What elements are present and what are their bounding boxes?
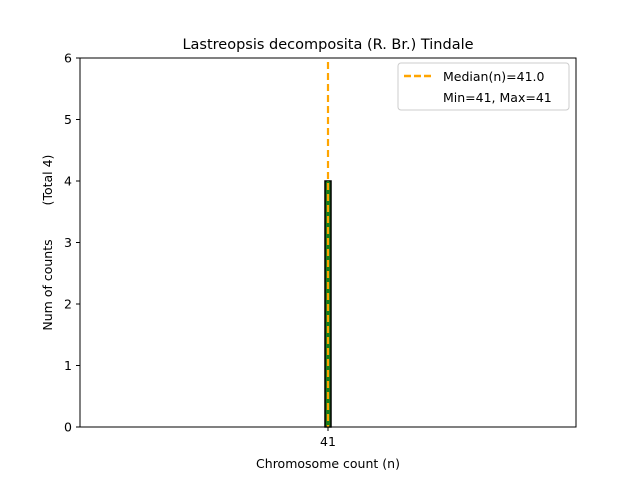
chart-title: Lastreopsis decomposita (R. Br.) Tindale (182, 37, 473, 53)
y-tick-label: 3 (64, 235, 72, 250)
x-axis: 41 (320, 427, 336, 449)
legend-box (397, 62, 570, 111)
y-axis: 0 1 2 3 4 5 6 (64, 51, 80, 435)
y-tick-label: 4 (64, 174, 72, 189)
y-axis-label: Num of counts (40, 239, 55, 330)
legend-range-label: Min=41, Max=41 (443, 90, 552, 105)
y-tick-label: 5 (64, 112, 72, 127)
y-tick-label: 0 (64, 420, 72, 435)
y-tick-label: 6 (64, 51, 72, 66)
y-axis-total-label: (Total 4) (40, 155, 55, 206)
legend: Median(n)=41.0 Min=41, Max=41 (397, 62, 570, 111)
plot-area (324, 62, 332, 428)
y-tick-label: 2 (64, 297, 72, 312)
y-tick-label: 1 (64, 358, 72, 373)
x-axis-label: Chromosome count (n) (256, 456, 400, 471)
x-tick-label: 41 (320, 434, 336, 449)
legend-median-label: Median(n)=41.0 (443, 69, 544, 84)
